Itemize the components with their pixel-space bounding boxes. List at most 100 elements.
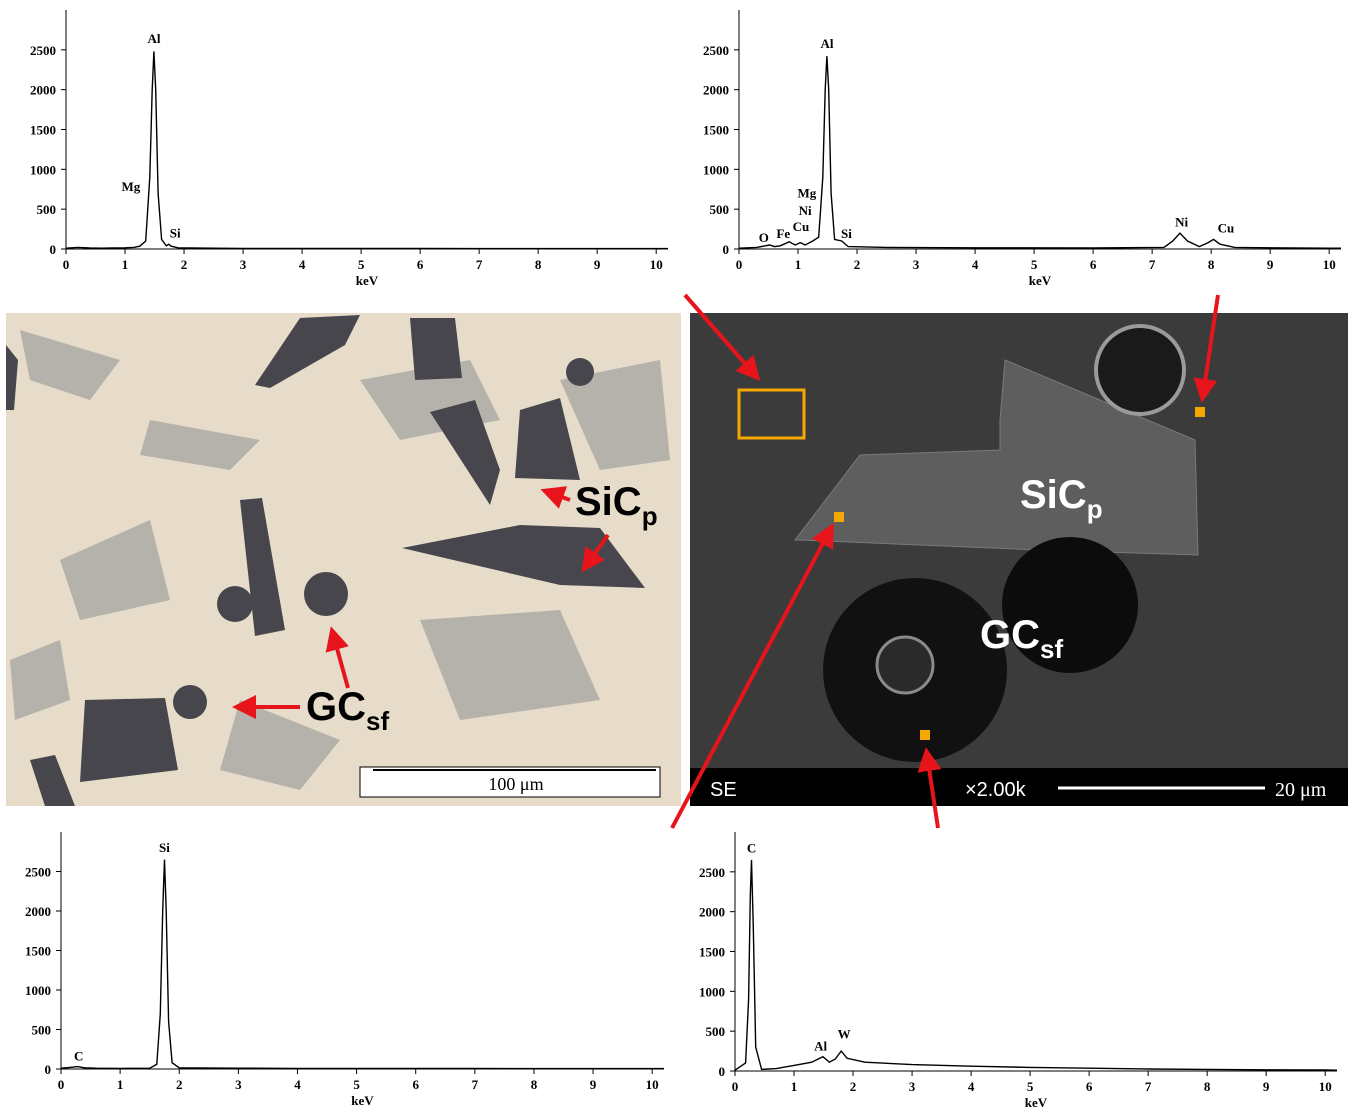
peak-label: Cu bbox=[1218, 221, 1235, 236]
peak-label: Si bbox=[170, 225, 181, 240]
y-tick-label: 2500 bbox=[699, 865, 725, 880]
y-tick-label: 1000 bbox=[25, 983, 51, 998]
y-tick-label: 0 bbox=[723, 242, 730, 257]
x-tick-label: 6 bbox=[1090, 257, 1097, 272]
y-tick-label: 2000 bbox=[25, 904, 51, 919]
y-tick-label: 1000 bbox=[30, 162, 56, 177]
x-tick-label: 2 bbox=[854, 257, 861, 272]
y-tick-label: 1500 bbox=[25, 944, 51, 959]
peak-label: C bbox=[74, 1049, 83, 1064]
x-tick-label: 0 bbox=[732, 1079, 739, 1094]
x-tick-label: 0 bbox=[58, 1077, 65, 1092]
phase-label-main: GC bbox=[306, 685, 366, 729]
x-tick-label: 7 bbox=[476, 257, 483, 272]
x-tick-label: 7 bbox=[472, 1077, 479, 1092]
x-tick-label: 6 bbox=[412, 1077, 419, 1092]
x-tick-label: 2 bbox=[850, 1079, 857, 1094]
spectrum-line bbox=[66, 51, 668, 248]
y-tick-label: 0 bbox=[45, 1062, 52, 1077]
phase-label-main: SiC bbox=[575, 480, 642, 524]
x-tick-label: 8 bbox=[1208, 257, 1215, 272]
x-tick-label: 9 bbox=[1267, 257, 1274, 272]
x-tick-label: 1 bbox=[122, 257, 129, 272]
x-tick-label: 10 bbox=[1323, 257, 1336, 272]
phase-label-sub: sf bbox=[1040, 634, 1063, 664]
y-tick-label: 500 bbox=[37, 202, 57, 217]
y-tick-label: 2500 bbox=[25, 865, 51, 880]
sem-micrograph: SiCp GCsf SE ×2.00k 20 μm bbox=[690, 313, 1348, 806]
x-tick-label: 1 bbox=[117, 1077, 124, 1092]
x-tick-label: 2 bbox=[181, 257, 188, 272]
x-tick-label: 10 bbox=[1319, 1079, 1332, 1094]
peak-label: Fe bbox=[776, 226, 790, 241]
phase-label-sub: sf bbox=[366, 706, 389, 736]
y-tick-label: 1500 bbox=[699, 945, 725, 960]
x-tick-label: 5 bbox=[1027, 1079, 1034, 1094]
peak-label: Al bbox=[147, 31, 160, 46]
x-tick-label: 4 bbox=[968, 1079, 975, 1094]
peak-label: Ni bbox=[799, 203, 812, 218]
x-tick-label: 8 bbox=[535, 257, 542, 272]
y-tick-label: 2000 bbox=[699, 905, 725, 920]
x-tick-label: 2 bbox=[176, 1077, 183, 1092]
y-tick-label: 1500 bbox=[703, 123, 729, 138]
phase-label-sub: p bbox=[642, 501, 658, 531]
peak-label: Al bbox=[814, 1039, 827, 1054]
scale-bar-label: 20 μm bbox=[1275, 779, 1327, 801]
x-tick-label: 0 bbox=[63, 257, 70, 272]
peak-label: Si bbox=[159, 840, 170, 855]
optical-micrograph: 100 μm SiCp GCsf bbox=[6, 313, 681, 806]
x-tick-label: 7 bbox=[1149, 257, 1156, 272]
detector-label: SE bbox=[710, 779, 737, 801]
page: 100 μm SiCp GCsf SiCp GCsf SE ×2.00k 20 … bbox=[0, 0, 1354, 1111]
magnification-label: ×2.00k bbox=[965, 779, 1027, 801]
peak-label: Si bbox=[841, 226, 852, 241]
y-tick-label: 1000 bbox=[703, 162, 729, 177]
peak-label: Mg bbox=[122, 179, 141, 194]
y-tick-label: 500 bbox=[710, 202, 730, 217]
figure: 100 μm SiCp GCsf SiCp GCsf SE ×2.00k 20 … bbox=[0, 0, 1354, 1111]
x-tick-label: 5 bbox=[353, 1077, 360, 1092]
phase-label-sub: p bbox=[1087, 494, 1103, 524]
y-tick-label: 2000 bbox=[703, 83, 729, 98]
y-tick-label: 0 bbox=[50, 242, 57, 257]
peak-label: C bbox=[747, 840, 756, 855]
x-tick-label: 10 bbox=[646, 1077, 659, 1092]
phase-label-main: GC bbox=[980, 613, 1040, 657]
x-tick-label: 3 bbox=[240, 257, 247, 272]
x-tick-label: 6 bbox=[417, 257, 424, 272]
x-tick-label: 0 bbox=[736, 257, 743, 272]
x-tick-label: 8 bbox=[531, 1077, 538, 1092]
x-axis-label: keV bbox=[1025, 1095, 1048, 1110]
x-tick-label: 7 bbox=[1145, 1079, 1152, 1094]
peak-label: Cu bbox=[793, 219, 810, 234]
spectrum-line bbox=[61, 860, 664, 1069]
scale-bar-label: 100 μm bbox=[488, 774, 543, 794]
peak-label: Ni bbox=[1175, 214, 1188, 229]
x-axis-label: keV bbox=[356, 273, 379, 288]
y-tick-label: 1000 bbox=[699, 984, 725, 999]
x-tick-label: 9 bbox=[594, 257, 601, 272]
x-tick-label: 3 bbox=[913, 257, 920, 272]
x-tick-label: 5 bbox=[358, 257, 365, 272]
x-tick-label: 1 bbox=[795, 257, 802, 272]
peak-label: W bbox=[838, 1027, 851, 1042]
y-tick-label: 1500 bbox=[30, 123, 56, 138]
x-tick-label: 9 bbox=[590, 1077, 597, 1092]
y-tick-label: 0 bbox=[719, 1064, 726, 1079]
x-tick-label: 4 bbox=[299, 257, 306, 272]
x-tick-label: 5 bbox=[1031, 257, 1038, 272]
x-tick-label: 10 bbox=[650, 257, 663, 272]
y-tick-label: 500 bbox=[706, 1024, 726, 1039]
x-tick-label: 4 bbox=[972, 257, 979, 272]
x-tick-label: 9 bbox=[1263, 1079, 1270, 1094]
x-tick-label: 6 bbox=[1086, 1079, 1093, 1094]
spectrum-line bbox=[739, 56, 1341, 248]
x-tick-label: 4 bbox=[294, 1077, 301, 1092]
peak-label: Mg bbox=[797, 186, 816, 201]
y-tick-label: 2500 bbox=[30, 43, 56, 58]
y-tick-label: 2000 bbox=[30, 83, 56, 98]
